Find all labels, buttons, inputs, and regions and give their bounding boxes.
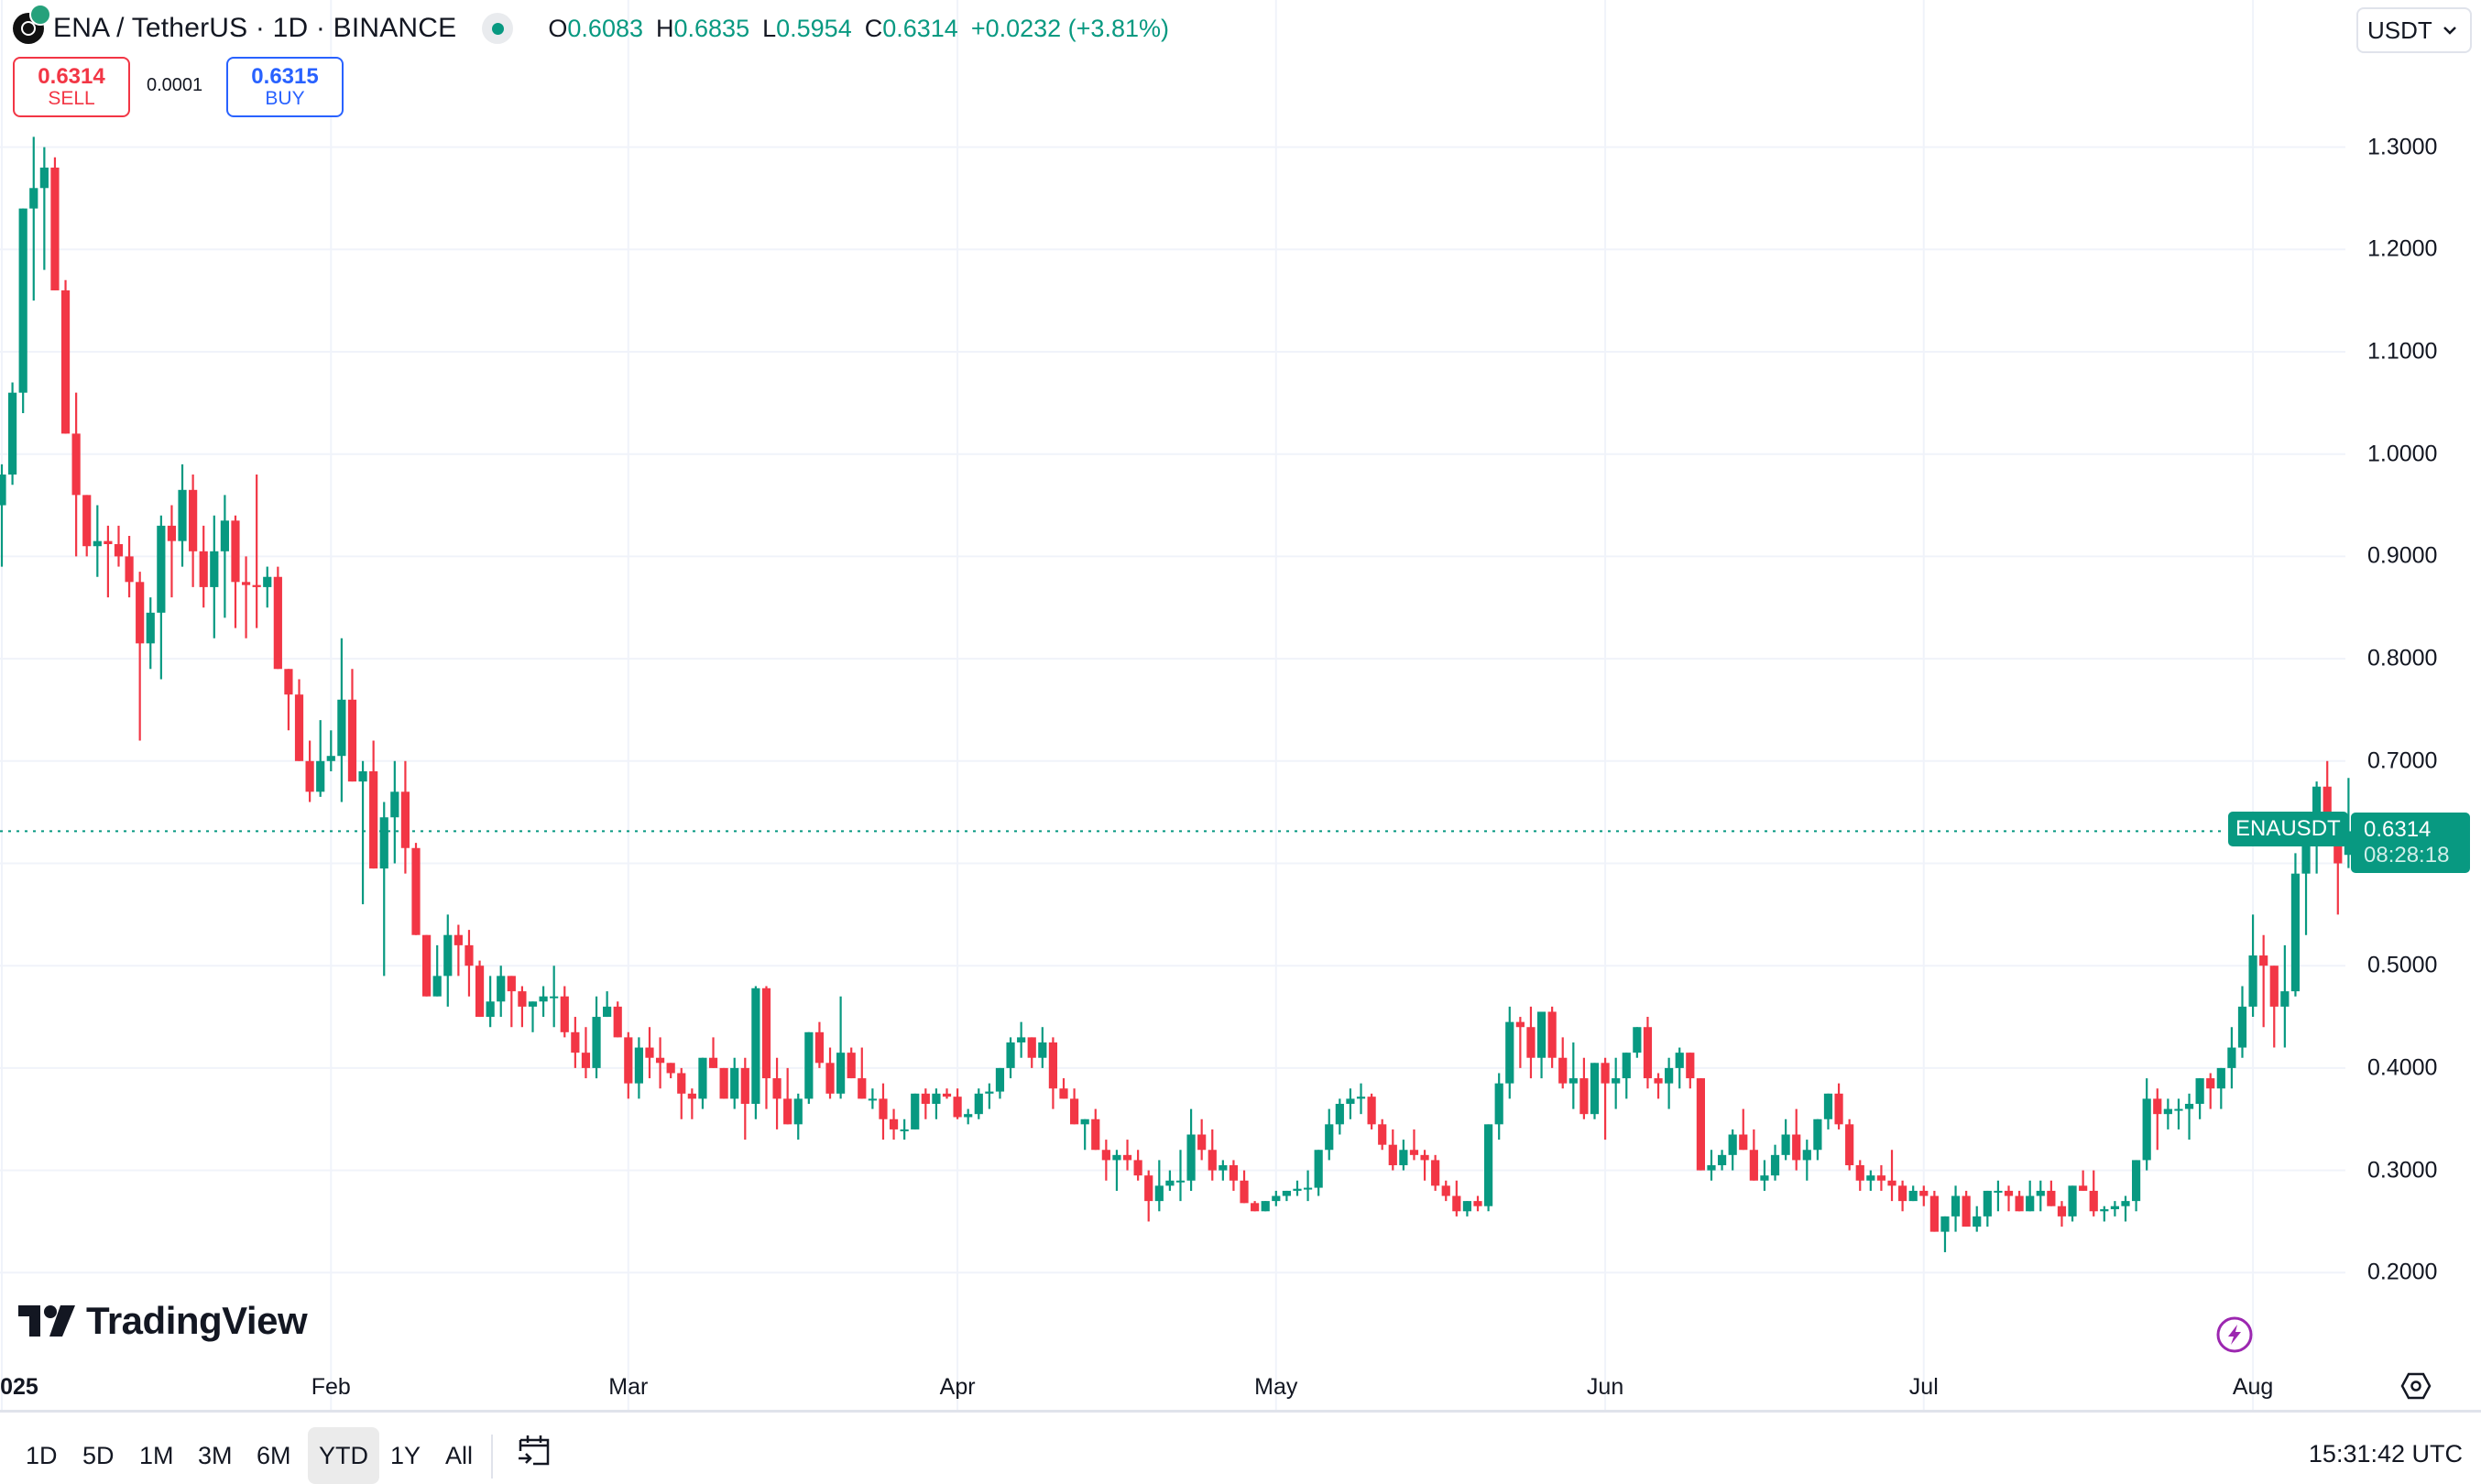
tradingview-mark-icon — [18, 1305, 75, 1337]
ena-coin-icon — [13, 4, 51, 44]
symbol-title[interactable]: ENA / TetherUS · 1D · BINANCE — [53, 13, 457, 43]
chart-settings-gear-icon[interactable] — [2400, 1370, 2432, 1402]
high-value: 0.6835 — [673, 14, 750, 42]
buy-button[interactable]: 0.6315 BUY — [226, 57, 344, 117]
ohlc-values: O0.6083 H0.6835 L0.5954 C0.6314 +0.0232 … — [548, 15, 1169, 43]
open-label: O — [548, 14, 568, 42]
time-tick-label: Jun — [1586, 1374, 1624, 1400]
currency-value: USDT — [2367, 16, 2432, 44]
range-button-1d[interactable]: 1D — [26, 1441, 58, 1469]
range-button-3m[interactable]: 3M — [198, 1441, 233, 1469]
price-tick-label: 0.4000 — [2367, 1054, 2438, 1081]
spread-value: 0.0001 — [147, 75, 203, 95]
range-button-all[interactable]: All — [445, 1441, 474, 1469]
open-value: 0.6083 — [567, 14, 643, 42]
tradingview-logo-text: TradingView — [86, 1299, 308, 1342]
price-tick-label: 1.0000 — [2367, 441, 2438, 467]
change-value: +0.0232 (+3.81%) — [970, 14, 1169, 42]
last-price-label: 0.6314 08:28:18 — [2351, 813, 2470, 873]
tether-badge-icon — [29, 4, 51, 26]
time-tick-label: Mar — [608, 1374, 649, 1400]
range-button-ytd[interactable]: YTD — [308, 1427, 379, 1484]
time-tick-label: 2025 — [0, 1374, 38, 1400]
buy-label: BUY — [265, 87, 305, 109]
time-tick-label: Aug — [2232, 1374, 2274, 1400]
time-tick-label: May — [1254, 1374, 1298, 1400]
price-tick-label: 0.9000 — [2367, 542, 2438, 569]
range-button-5d[interactable]: 5D — [82, 1441, 115, 1469]
sell-price: 0.6314 — [38, 64, 105, 90]
buy-price: 0.6315 — [251, 64, 319, 90]
currency-select[interactable]: USDT — [2356, 7, 2472, 53]
symbol-legend: ENA / TetherUS · 1D · BINANCE O0.6083 H0… — [13, 4, 1169, 48]
last-price-value: 0.6314 — [2364, 817, 2432, 843]
sell-label: SELL — [48, 87, 95, 109]
range-button-6m[interactable]: 6M — [257, 1441, 291, 1469]
market-open-status-icon[interactable] — [482, 13, 514, 44]
sell-button[interactable]: 0.6314 SELL — [13, 57, 130, 117]
price-tick-label: 0.7000 — [2367, 747, 2438, 774]
low-label: L — [762, 14, 777, 42]
range-button-1m[interactable]: 1M — [139, 1441, 174, 1469]
toolbar-divider — [491, 1435, 493, 1479]
high-label: H — [656, 14, 674, 42]
price-tick-label: 0.8000 — [2367, 645, 2438, 671]
price-tick-label: 0.2000 — [2367, 1259, 2438, 1285]
bar-countdown: 08:28:18 — [2364, 843, 2450, 867]
bottom-toolbar: 1D 5D 1M 3M 6M YTD 1Y All 15:31:42 UTC — [0, 1411, 2481, 1484]
chevron-down-icon — [2443, 27, 2456, 35]
price-tick-label: 0.3000 — [2367, 1157, 2438, 1184]
price-tick-label: 1.2000 — [2367, 235, 2438, 262]
price-tick-label: 0.5000 — [2367, 952, 2438, 978]
close-value: 0.6314 — [882, 14, 958, 42]
time-tick-label: Feb — [311, 1374, 351, 1400]
time-tick-label: Apr — [939, 1374, 976, 1400]
price-tick-label: 1.3000 — [2367, 134, 2438, 160]
low-value: 0.5954 — [776, 14, 852, 42]
symbol-price-tag: ENAUSDT — [2228, 812, 2348, 846]
candles — [0, 136, 2353, 1252]
range-button-1y[interactable]: 1Y — [390, 1441, 421, 1469]
time-tick-label: Jul — [1908, 1374, 1939, 1400]
tradingview-logo[interactable]: TradingView — [18, 1299, 308, 1343]
close-label: C — [864, 14, 883, 42]
chart-grid — [0, 0, 2345, 1411]
go-to-date-icon[interactable] — [515, 1431, 553, 1469]
price-tick-label: 1.1000 — [2367, 338, 2438, 365]
utc-clock[interactable]: 15:31:42 UTC — [2308, 1440, 2463, 1468]
event-flash-icon[interactable] — [2216, 1316, 2253, 1353]
